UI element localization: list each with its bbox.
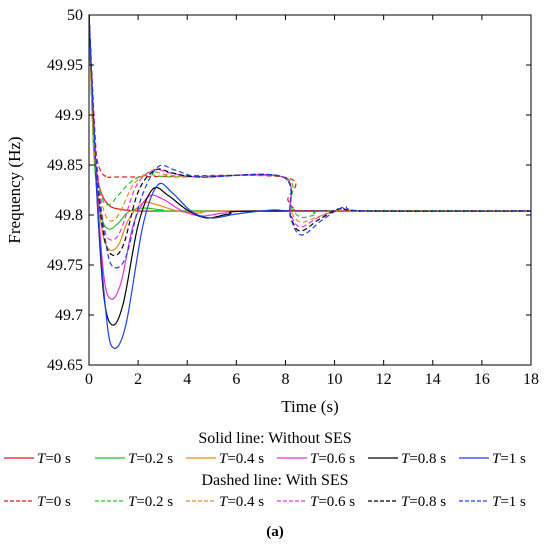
y-tick-label: 49.75 bbox=[47, 257, 83, 274]
legend-entry-label: T=0.6 s bbox=[310, 494, 355, 510]
legend-entry-label: T=0.8 s bbox=[401, 451, 446, 467]
legend-entry-label: T=0.6 s bbox=[310, 451, 355, 467]
series-line-without-ses-t-0-s bbox=[89, 15, 531, 212]
x-axis-label: Time (s) bbox=[281, 397, 338, 416]
series-line-without-ses-t-0-6-s bbox=[89, 15, 531, 300]
series-line-without-ses-t-1-s bbox=[89, 15, 531, 349]
plot-frame bbox=[88, 14, 532, 366]
series-line-with-ses-t-0-8-s bbox=[89, 15, 531, 257]
series-layer bbox=[89, 15, 531, 349]
legend-entry-label: T=0.8 s bbox=[401, 494, 446, 510]
series-line-with-ses-t-1-s bbox=[89, 15, 531, 269]
legend-entry-label: T=0.2 s bbox=[128, 451, 173, 467]
legend: Solid line: Without SES T=0 s T=0.2 s T=0.4… bbox=[4, 430, 526, 510]
x-tick-label: 4 bbox=[183, 371, 191, 388]
legend-entry-label: T=0.4 s bbox=[219, 451, 264, 467]
y-tick-label: 49.95 bbox=[47, 57, 83, 74]
series-line-with-ses-t-0-2-s bbox=[89, 15, 531, 219]
legend-entry-label: T=1 s bbox=[492, 451, 526, 467]
y-tick-label: 49.85 bbox=[47, 157, 83, 174]
axis-layer: 0 2 4 6 8 10 12 14 16 18 49.65 49.7 49.75 49.8 49.85 49… bbox=[47, 7, 539, 388]
x-tick-label: 2 bbox=[134, 371, 142, 388]
legend-group-title: Dashed line: With SES bbox=[201, 472, 348, 489]
legend-entry-label: T=0 s bbox=[37, 494, 71, 510]
y-tick-label: 49.8 bbox=[55, 207, 83, 224]
series-line-with-ses-t-0-6-s bbox=[89, 15, 531, 241]
x-tick-label: 6 bbox=[232, 371, 240, 388]
legend-entry-label: T=0 s bbox=[37, 451, 71, 467]
panel-label: (a) bbox=[266, 524, 284, 540]
x-tick-label: 10 bbox=[327, 371, 343, 388]
x-tick-label: 0 bbox=[85, 371, 93, 388]
x-tick-label: 14 bbox=[425, 371, 441, 388]
x-tick-label: 18 bbox=[523, 371, 539, 388]
legend-group-title: Solid line: Without SES bbox=[198, 430, 351, 447]
y-tick-label: 49.9 bbox=[55, 107, 83, 124]
x-tick-label: 8 bbox=[281, 371, 289, 388]
series-line-with-ses-t-0-4-s bbox=[89, 15, 531, 223]
x-tick-label: 16 bbox=[474, 371, 490, 388]
series-line-without-ses-t-0-2-s bbox=[89, 15, 531, 230]
y-axis-label: Frequency (Hz) bbox=[5, 136, 24, 243]
series-line-with-ses-t-0-s bbox=[89, 15, 531, 212]
legend-entry-label: T=0.4 s bbox=[219, 494, 264, 510]
legend-entry-label: T=1 s bbox=[492, 494, 526, 510]
y-tick-label: 49.7 bbox=[55, 307, 83, 324]
y-tick-label: 49.65 bbox=[47, 357, 83, 374]
legend-entry-label: T=0.2 s bbox=[128, 494, 173, 510]
y-tick-label: 50 bbox=[67, 7, 83, 24]
x-tick-label: 12 bbox=[376, 371, 392, 388]
series-line-without-ses-t-0-4-s bbox=[89, 15, 531, 252]
